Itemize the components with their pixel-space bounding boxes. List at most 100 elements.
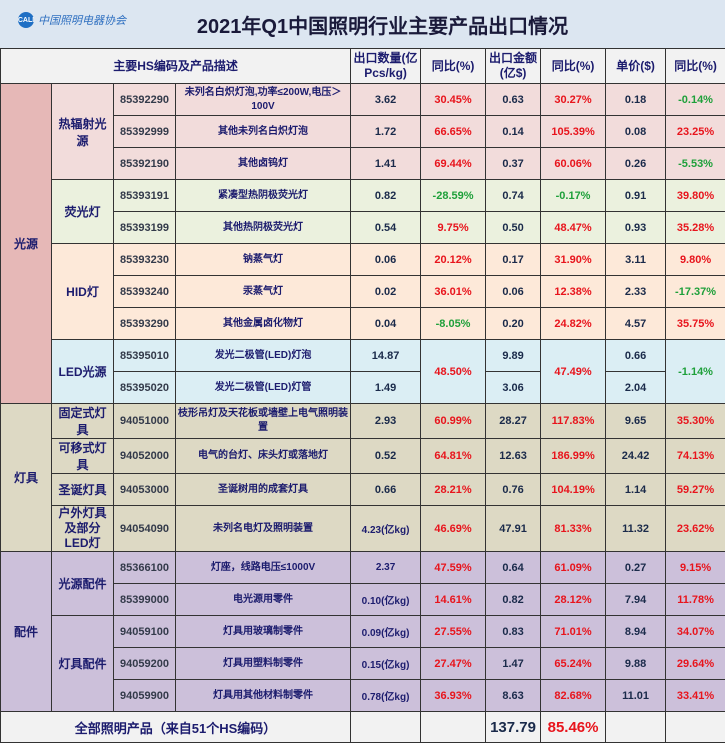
qty-yoy: 36.01% (421, 276, 486, 308)
subcategory-christmas: 圣诞灯具 (52, 474, 114, 506)
table-row: 光源 热辐射光源 85392290 未列名白炽灯泡,功率≤200W,电压＞100… (1, 84, 725, 116)
price: 7.94 (606, 584, 666, 616)
amount: 47.91 (486, 506, 541, 552)
title-bar: CALI 中国照明电器协会 2021年Q1中国照明行业主要产品出口情况 (0, 0, 725, 49)
product-desc: 电光源用零件 (176, 584, 351, 616)
product-desc: 其他未列名白炽灯泡 (176, 116, 351, 148)
price-yoy: -5.53% (666, 148, 725, 180)
hs-code: 85392290 (114, 84, 176, 116)
product-desc: 灯座，线路电压≤1000V (176, 552, 351, 584)
qty-yoy: 66.65% (421, 116, 486, 148)
col-header-amount-yoy: 同比(%) (541, 49, 606, 84)
col-header-desc: 主要HS编码及产品描述 (1, 49, 351, 84)
amount: 12.63 (486, 439, 541, 474)
subcategory-led: LED光源 (52, 340, 114, 404)
qty-yoy: 48.50% (421, 340, 486, 404)
subcategory-light-parts: 光源配件 (52, 552, 114, 616)
price-yoy: -0.14% (666, 84, 725, 116)
price-yoy: 74.13% (666, 439, 725, 474)
hs-code: 85395010 (114, 340, 176, 372)
qty-yoy: 47.59% (421, 552, 486, 584)
qty-yoy: 30.45% (421, 84, 486, 116)
amount-yoy: 105.39% (541, 116, 606, 148)
page-title: 2021年Q1中国照明行业主要产品出口情况 (0, 10, 725, 39)
col-header-price-yoy: 同比(%) (666, 49, 725, 84)
table-row: 可移式灯具 94052000 电气的台灯、床头灯或落地灯 0.52 64.81%… (1, 439, 725, 474)
amount-yoy: 12.38% (541, 276, 606, 308)
amount: 0.63 (486, 84, 541, 116)
qty: 4.23(亿kg) (351, 506, 421, 552)
price: 3.11 (606, 244, 666, 276)
hs-code: 94052000 (114, 439, 176, 474)
amount-yoy: 71.01% (541, 616, 606, 648)
price-yoy: -1.14% (666, 340, 725, 404)
table-row: 配件 光源配件 85366100 灯座，线路电压≤1000V 2.37 47.5… (1, 552, 725, 584)
price-yoy: 35.30% (666, 404, 725, 439)
hs-code: 85392999 (114, 116, 176, 148)
table-row: 圣诞灯具 94053000 圣诞树用的成套灯具 0.66 28.21% 0.76… (1, 474, 725, 506)
qty-yoy: 20.12% (421, 244, 486, 276)
qty-yoy: 27.55% (421, 616, 486, 648)
table-row: 荧光灯 85393191 紧凑型热阴极荧光灯 0.82 -28.59% 0.74… (1, 180, 725, 212)
col-header-amount: 出口金额(亿$) (486, 49, 541, 84)
table-row: HID灯 85393230 钠蒸气灯 0.06 20.12% 0.17 31.9… (1, 244, 725, 276)
product-desc: 其他卤钨灯 (176, 148, 351, 180)
amount-yoy: 104.19% (541, 474, 606, 506)
product-desc: 灯具用塑料制零件 (176, 648, 351, 680)
subcategory-fixed: 固定式灯具 (52, 404, 114, 439)
subcategory-movable: 可移式灯具 (52, 439, 114, 474)
amount-yoy: 117.83% (541, 404, 606, 439)
total-amount-yoy: 85.46% (541, 712, 606, 743)
category-light: 光源 (1, 84, 52, 404)
qty: 0.52 (351, 439, 421, 474)
hs-code: 85393191 (114, 180, 176, 212)
amount: 0.74 (486, 180, 541, 212)
price-yoy: 11.78% (666, 584, 725, 616)
product-desc: 其他金属卤化物灯 (176, 308, 351, 340)
hs-code: 85392190 (114, 148, 176, 180)
subcategory-fluorescent: 荧光灯 (52, 180, 114, 244)
price-yoy: 9.15% (666, 552, 725, 584)
hs-code: 85393290 (114, 308, 176, 340)
subcategory-hid: HID灯 (52, 244, 114, 340)
price: 24.42 (606, 439, 666, 474)
amount: 28.27 (486, 404, 541, 439)
hs-code: 85393230 (114, 244, 176, 276)
qty: 2.37 (351, 552, 421, 584)
qty-yoy: 64.81% (421, 439, 486, 474)
price: 0.93 (606, 212, 666, 244)
price: 11.32 (606, 506, 666, 552)
total-qty (351, 712, 421, 743)
hs-code: 85399000 (114, 584, 176, 616)
total-amount: 137.79 (486, 712, 541, 743)
qty: 1.72 (351, 116, 421, 148)
hs-code: 85366100 (114, 552, 176, 584)
qty: 0.78(亿kg) (351, 680, 421, 712)
price-yoy: 23.25% (666, 116, 725, 148)
table-row: 户外灯具及部分LED灯 94054090 未列名电灯及照明装置 4.23(亿kg… (1, 506, 725, 552)
qty-yoy: 28.21% (421, 474, 486, 506)
amount-yoy: 48.47% (541, 212, 606, 244)
hs-code: 94051000 (114, 404, 176, 439)
qty: 0.66 (351, 474, 421, 506)
price: 9.65 (606, 404, 666, 439)
amount-yoy: 65.24% (541, 648, 606, 680)
product-desc: 未列名白炽灯泡,功率≤200W,电压＞100V (176, 84, 351, 116)
qty: 2.93 (351, 404, 421, 439)
price-yoy: 35.28% (666, 212, 725, 244)
amount: 1.47 (486, 648, 541, 680)
amount: 0.83 (486, 616, 541, 648)
amount: 0.64 (486, 552, 541, 584)
qty-yoy: 60.99% (421, 404, 486, 439)
total-price (606, 712, 666, 743)
amount-yoy: 60.06% (541, 148, 606, 180)
product-desc: 汞蒸气灯 (176, 276, 351, 308)
qty-yoy: 36.93% (421, 680, 486, 712)
hs-code: 94059900 (114, 680, 176, 712)
qty: 0.09(亿kg) (351, 616, 421, 648)
total-price-yoy (666, 712, 725, 743)
amount-yoy: 47.49% (541, 340, 606, 404)
amount: 0.50 (486, 212, 541, 244)
qty: 0.82 (351, 180, 421, 212)
product-desc: 灯具用其他材料制零件 (176, 680, 351, 712)
